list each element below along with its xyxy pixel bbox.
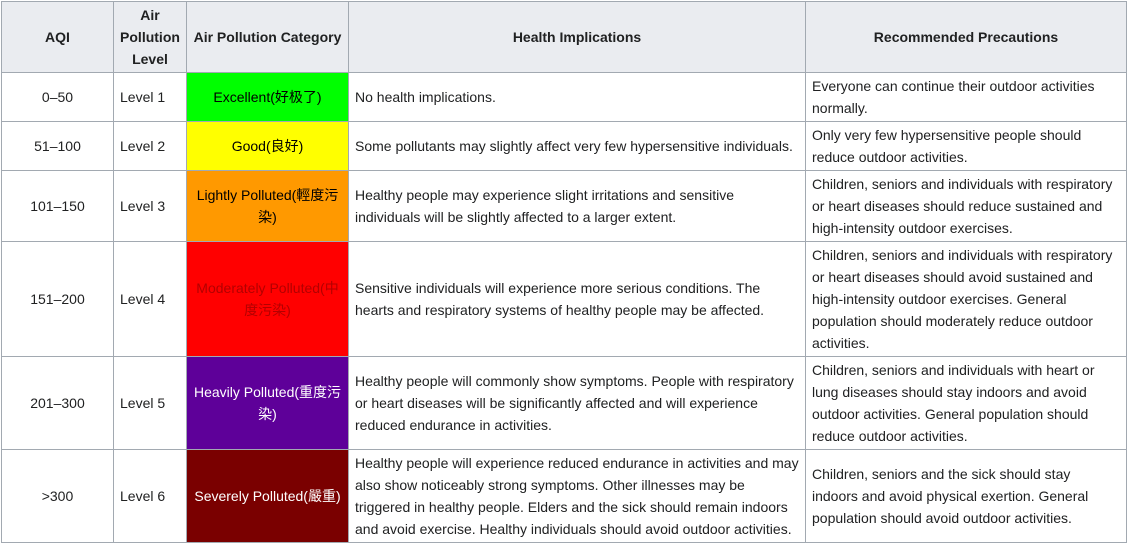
health-implications: Some pollutants may slightly affect very… [348, 121, 806, 171]
pollution-category: Lightly Polluted(輕度污染) [186, 170, 349, 242]
header-health: Health Implications [348, 1, 806, 73]
aqi-range: 151–200 [1, 241, 114, 357]
health-implications: No health implications. [348, 72, 806, 122]
pollution-category: Good(良好) [186, 121, 349, 171]
aqi-range: 101–150 [1, 170, 114, 242]
health-implications: Healthy people may experience slight irr… [348, 170, 806, 242]
recommended-precautions: Children, seniors and the sick should st… [805, 449, 1127, 543]
aqi-range: 201–300 [1, 356, 114, 450]
recommended-precautions: Everyone can continue their outdoor acti… [805, 72, 1127, 122]
health-implications: Healthy people will commonly show sympto… [348, 356, 806, 450]
recommended-precautions: Only very few hypersensitive people shou… [805, 121, 1127, 171]
aqi-range: 0–50 [1, 72, 114, 122]
table-row: 51–100 Level 2 Good(良好) Some pollutants … [1, 121, 1127, 171]
table-row: >300 Level 6 Severely Polluted(嚴重) Healt… [1, 449, 1127, 543]
pollution-level: Level 1 [113, 72, 187, 122]
header-precautions: Recommended Precautions [805, 1, 1127, 73]
recommended-precautions: Children, seniors and individuals with h… [805, 356, 1127, 450]
aqi-range: >300 [1, 449, 114, 543]
health-implications: Healthy people will experience reduced e… [348, 449, 806, 543]
aqi-range: 51–100 [1, 121, 114, 171]
pollution-level: Level 5 [113, 356, 187, 450]
table-row: 201–300 Level 5 Heavily Polluted(重度污染) H… [1, 356, 1127, 450]
pollution-category: Moderately Polluted(中度污染) [186, 241, 349, 357]
header-category: Air Pollution Category [186, 1, 349, 73]
pollution-category: Heavily Polluted(重度污染) [186, 356, 349, 450]
header-aqi: AQI [1, 1, 114, 73]
recommended-precautions: Children, seniors and individuals with r… [805, 241, 1127, 357]
table-row: 151–200 Level 4 Moderately Polluted(中度污染… [1, 241, 1127, 357]
recommended-precautions: Children, seniors and individuals with r… [805, 170, 1127, 242]
pollution-category: Severely Polluted(嚴重) [186, 449, 349, 543]
pollution-category: Excellent(好极了) [186, 72, 349, 122]
table-row: 101–150 Level 3 Lightly Polluted(輕度污染) H… [1, 170, 1127, 242]
pollution-level: Level 3 [113, 170, 187, 242]
header-level: Air Pollution Level [113, 1, 187, 73]
table-row: 0–50 Level 1 Excellent(好极了) No health im… [1, 72, 1127, 122]
pollution-level: Level 6 [113, 449, 187, 543]
header-row: AQI Air Pollution Level Air Pollution Ca… [1, 1, 1127, 73]
pollution-level: Level 4 [113, 241, 187, 357]
pollution-level: Level 2 [113, 121, 187, 171]
health-implications: Sensitive individuals will experience mo… [348, 241, 806, 357]
